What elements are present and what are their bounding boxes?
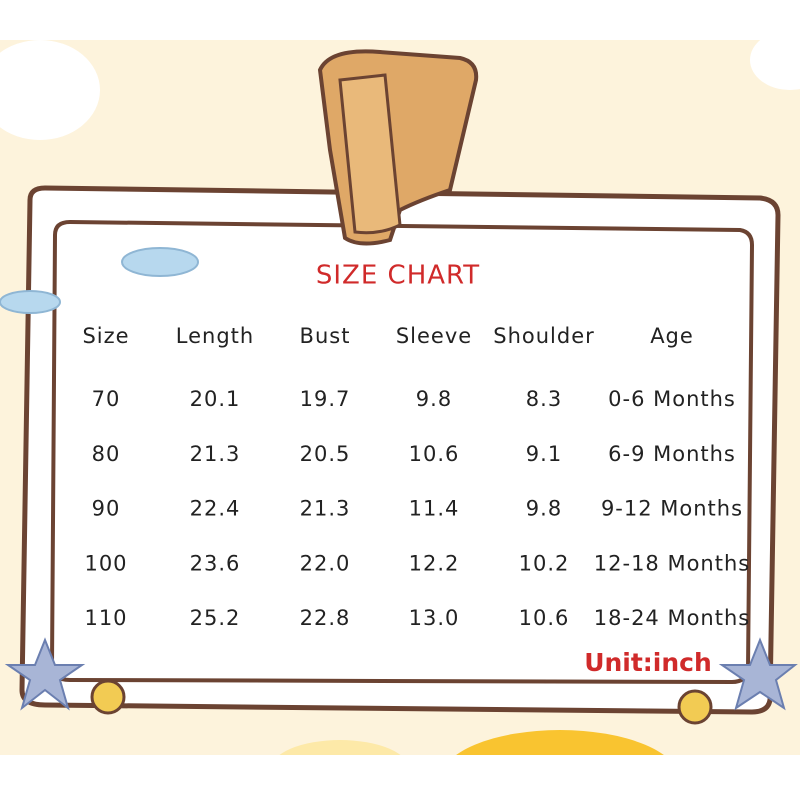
table-cell: 22.0 (300, 551, 351, 575)
table-cell: 23.6 (190, 551, 241, 575)
cloud-decoration (0, 290, 61, 314)
column-header: Shoulder (493, 324, 595, 348)
column-header: Bust (300, 324, 351, 348)
star (4, 637, 86, 711)
clip (317, 49, 479, 246)
table-cell: 80 (92, 442, 121, 466)
star (718, 637, 798, 711)
cloud-decoration (121, 247, 199, 277)
table-cell: 90 (92, 497, 121, 521)
table-cell: 9-12 Months (601, 497, 743, 521)
bottom-strip (0, 755, 800, 800)
cloud (750, 30, 800, 90)
table-cell: 10.6 (519, 606, 570, 630)
table-cell: 22.8 (300, 606, 351, 630)
table-cell: 9.8 (416, 387, 452, 411)
table-cell: 21.3 (190, 442, 241, 466)
table-cell: 9.1 (526, 442, 562, 466)
unit-label: Unit:inch (584, 648, 712, 677)
table-cell: 18-24 Months (594, 606, 750, 630)
table-cell: 12-18 Months (594, 551, 750, 575)
table-cell: 13.0 (409, 606, 460, 630)
table-cell: 8.3 (526, 387, 562, 411)
table-cell: 9.8 (526, 497, 562, 521)
table-cell: 19.7 (300, 387, 351, 411)
table-cell: 12.2 (409, 551, 460, 575)
table-cell: 6-9 Months (608, 442, 736, 466)
table-cell: 20.1 (190, 387, 241, 411)
table-cell: 0-6 Months (608, 387, 736, 411)
table-cell: 10.2 (519, 551, 570, 575)
title: SIZE CHART (316, 261, 480, 291)
table-cell: 22.4 (190, 497, 241, 521)
column-header: Size (82, 324, 129, 348)
column-header: Age (650, 324, 694, 348)
table-cell: 70 (92, 387, 121, 411)
table-cell: 25.2 (190, 606, 241, 630)
table-cell: 20.5 (300, 442, 351, 466)
table-cell: 10.6 (409, 442, 460, 466)
column-header: Length (176, 324, 254, 348)
table-cell: 21.3 (300, 497, 351, 521)
column-header: Sleeve (396, 324, 472, 348)
table-cell: 100 (84, 551, 127, 575)
button-circle (677, 689, 713, 725)
table-cell: 11.4 (409, 497, 460, 521)
button-circle (90, 679, 126, 715)
table-cell: 110 (84, 606, 127, 630)
cloud (0, 40, 100, 140)
